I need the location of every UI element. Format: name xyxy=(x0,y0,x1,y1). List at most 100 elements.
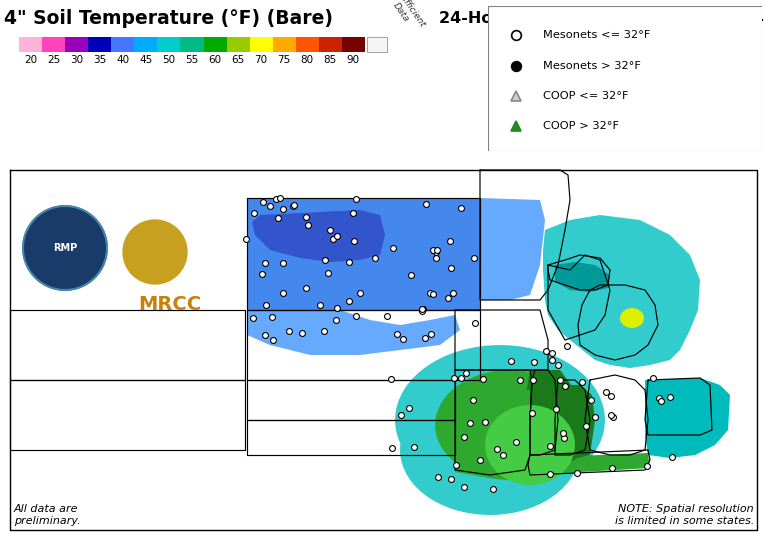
Point xyxy=(458,433,470,441)
Point xyxy=(266,313,278,321)
Point xyxy=(477,374,489,383)
Bar xyxy=(65,37,88,52)
Point xyxy=(349,312,362,320)
Polygon shape xyxy=(396,345,605,495)
Point xyxy=(584,395,597,404)
Point xyxy=(540,347,552,356)
Point xyxy=(396,335,409,343)
Bar xyxy=(204,37,227,52)
Point xyxy=(258,259,270,267)
Point xyxy=(277,258,290,267)
Text: 24-Hour Period Through 11/19/2024: 24-Hour Period Through 11/19/2024 xyxy=(439,11,763,26)
Polygon shape xyxy=(247,198,480,310)
Point xyxy=(276,205,289,214)
Point xyxy=(240,235,252,243)
Point xyxy=(314,300,326,309)
Point xyxy=(395,411,407,420)
Point xyxy=(423,289,435,298)
Point xyxy=(492,445,504,454)
Point xyxy=(479,417,492,426)
Point xyxy=(270,195,282,204)
Bar xyxy=(42,37,65,52)
Point xyxy=(420,200,432,209)
Point xyxy=(425,330,437,338)
Text: 65: 65 xyxy=(231,54,245,65)
Point xyxy=(343,257,355,266)
Point xyxy=(296,329,309,337)
Point xyxy=(525,408,538,417)
Point xyxy=(317,327,329,335)
Point xyxy=(417,305,429,313)
Point xyxy=(322,268,334,277)
Point xyxy=(443,237,455,245)
Point xyxy=(402,404,415,412)
Point xyxy=(429,253,442,262)
Point xyxy=(666,453,678,462)
Bar xyxy=(367,37,387,52)
Point xyxy=(331,232,343,240)
Text: 85: 85 xyxy=(323,54,337,65)
Bar xyxy=(157,37,180,52)
Point xyxy=(260,331,272,339)
Bar xyxy=(19,37,42,52)
Point xyxy=(607,413,620,422)
Polygon shape xyxy=(485,405,575,485)
Bar xyxy=(227,37,250,52)
Bar xyxy=(319,37,342,52)
Point xyxy=(561,342,573,350)
Text: Mesonets > 32°F: Mesonets > 32°F xyxy=(543,61,641,70)
Point xyxy=(256,270,268,278)
Point xyxy=(300,284,312,292)
Bar xyxy=(111,37,134,52)
Point xyxy=(287,200,300,209)
Point xyxy=(458,483,470,491)
Point xyxy=(449,461,462,470)
Text: COOP <= 32°F: COOP <= 32°F xyxy=(543,91,629,101)
Point xyxy=(416,307,429,315)
Circle shape xyxy=(123,220,187,284)
Point xyxy=(448,374,460,383)
Point xyxy=(432,473,444,482)
Polygon shape xyxy=(543,215,700,368)
Point xyxy=(319,256,331,265)
Point xyxy=(509,437,521,446)
Point xyxy=(468,254,480,263)
Point xyxy=(445,264,458,273)
Point xyxy=(551,360,564,369)
Point xyxy=(460,369,472,377)
Text: 80: 80 xyxy=(300,54,314,65)
Point xyxy=(260,301,273,309)
Point xyxy=(347,208,359,217)
Text: 30: 30 xyxy=(70,54,84,65)
Point xyxy=(571,469,583,477)
Text: NOTE: Spatial resolution
is limited in some states.: NOTE: Spatial resolution is limited in s… xyxy=(614,505,754,526)
Text: 45: 45 xyxy=(139,54,153,65)
Point xyxy=(455,374,467,383)
Point xyxy=(655,397,667,405)
Point xyxy=(415,305,428,314)
Point xyxy=(463,418,475,427)
Point xyxy=(545,356,558,364)
Point xyxy=(431,245,443,254)
Point xyxy=(514,376,526,385)
Bar xyxy=(342,37,365,52)
Point xyxy=(580,422,592,430)
Text: All data are
preliminary.: All data are preliminary. xyxy=(14,505,81,526)
Point xyxy=(348,236,360,245)
Point xyxy=(544,470,556,479)
Point xyxy=(557,429,569,438)
Text: 75: 75 xyxy=(277,54,291,65)
Point xyxy=(419,334,432,343)
Text: MRCC: MRCC xyxy=(138,295,201,314)
Point xyxy=(354,289,366,298)
Point xyxy=(405,271,417,280)
Point xyxy=(604,392,617,401)
Point xyxy=(647,374,660,383)
Point xyxy=(257,198,269,207)
Point xyxy=(545,442,557,450)
Bar xyxy=(180,37,204,52)
Point xyxy=(427,246,439,254)
Polygon shape xyxy=(645,378,730,458)
Point xyxy=(606,464,618,472)
Point xyxy=(604,410,617,419)
